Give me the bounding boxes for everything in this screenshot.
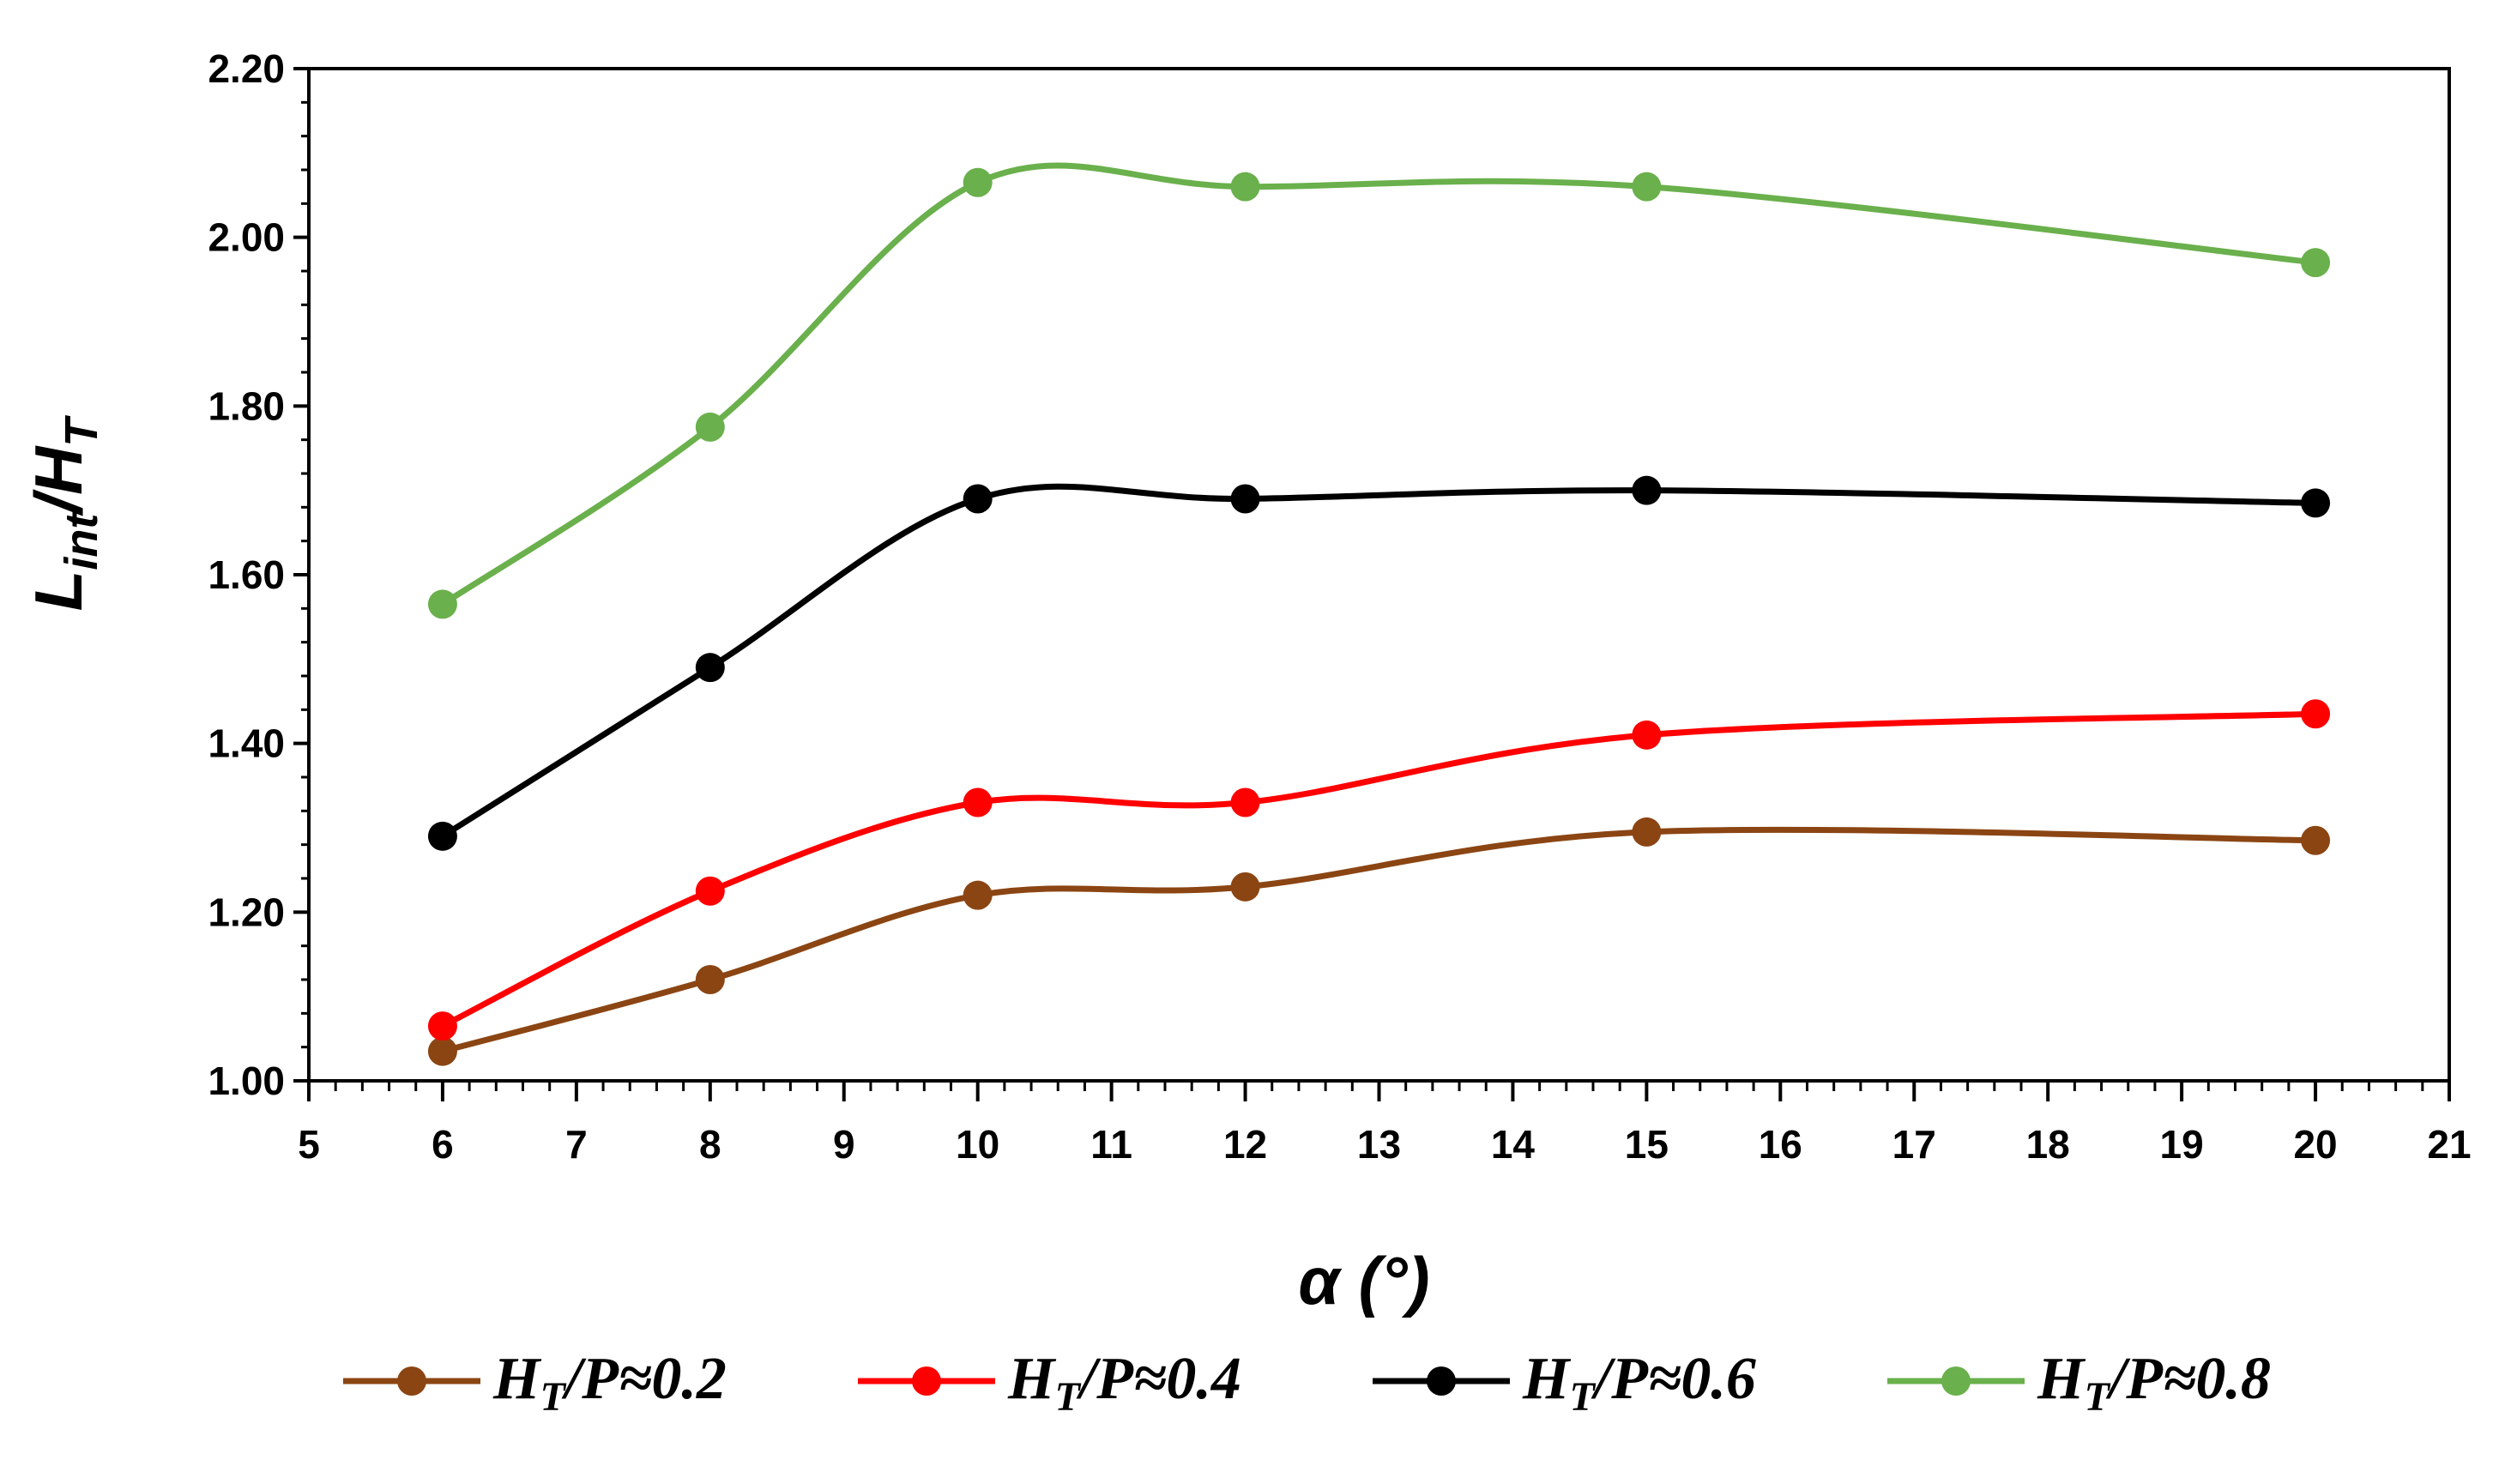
x-tick-label: 14 (1491, 1122, 1536, 1167)
data-point (427, 821, 457, 851)
y-tick-label: 1.20 (208, 890, 285, 934)
y-title-sub2: T (56, 415, 107, 447)
data-point (963, 880, 993, 910)
y-title-slash: /H (21, 445, 96, 516)
legend-marker (1427, 1366, 1456, 1396)
legend-item: HT/P≈0.6 (1373, 1346, 1756, 1420)
data-point (427, 589, 457, 619)
legend-marker (912, 1366, 941, 1396)
x-tick-label: 19 (2160, 1122, 2204, 1167)
y-axis: 1.00 1.20 1.40 1.60 1.80 2.00 2.20 (208, 46, 309, 1103)
y-title-sub1: int (56, 512, 107, 570)
legend-label: HT/P≈0.4 (1007, 1346, 1241, 1420)
data-point (1230, 787, 1260, 817)
data-point (427, 1036, 457, 1066)
y-tick-label: 1.00 (208, 1059, 285, 1103)
x-tick-label: 11 (1090, 1122, 1132, 1167)
x-tick-label: 15 (1625, 1122, 1669, 1167)
data-point (2301, 248, 2331, 278)
x-tick-label: 21 (2427, 1122, 2471, 1167)
data-point (695, 653, 725, 683)
x-tick-label: 12 (1223, 1122, 1267, 1167)
x-tick-label: 20 (2293, 1122, 2337, 1167)
series-line (441, 483, 2316, 839)
x-tick-label: 7 (565, 1122, 588, 1167)
data-point (2301, 488, 2331, 518)
legend-marker (397, 1366, 426, 1396)
y-axis-title: Lint/HT (21, 415, 107, 612)
data-point (963, 787, 993, 817)
series-HT/P≈0.8 (427, 162, 2331, 619)
legend-marker (1941, 1366, 1971, 1396)
svg-text:Lint/HT: Lint/HT (21, 415, 107, 612)
y-tick-label: 1.60 (208, 552, 285, 597)
y-tick-label: 2.20 (208, 46, 285, 91)
y-tick-label: 2.00 (208, 215, 285, 260)
data-point (2301, 699, 2331, 729)
x-tick-label: 18 (2026, 1122, 2070, 1167)
data-point (695, 876, 725, 906)
data-point (2301, 825, 2331, 855)
x-tick-label: 17 (1892, 1122, 1936, 1167)
series-HT/P≈0.6 (427, 475, 2331, 851)
data-point (427, 1011, 457, 1041)
data-point (1230, 872, 1260, 902)
data-point (1230, 172, 1260, 202)
data-point (963, 484, 993, 514)
legend-item: HT/P≈0.8 (1887, 1346, 2271, 1420)
x-axis: 5 6 7 8 9 10 11 12 13 14 15 16 17 18 19 20 21 (298, 1081, 2472, 1167)
legend-item: HT/P≈0.4 (858, 1346, 1241, 1420)
x-tick-label: 9 (833, 1122, 855, 1167)
series-layer (427, 162, 2331, 1066)
data-point (1230, 484, 1260, 514)
legend: HT/P≈0.2 HT/P≈0.4 HT/P≈0.6 HT/P≈0.8 (343, 1346, 2271, 1420)
legend-label: HT/P≈0.8 (2037, 1346, 2271, 1420)
series-HT/P≈0.4 (427, 699, 2331, 1041)
data-point (1632, 475, 1662, 505)
legend-label: HT/P≈0.6 (1522, 1346, 1756, 1420)
data-point (1632, 172, 1662, 202)
x-tick-label: 5 (298, 1122, 320, 1167)
y-title-main: L (21, 570, 96, 612)
x-axis-title: α (°) (1298, 1243, 1429, 1318)
data-point (1632, 720, 1662, 750)
x-tick-label: 13 (1357, 1122, 1401, 1167)
data-point (963, 167, 993, 197)
series-HT/P≈0.2 (427, 817, 2331, 1066)
data-point (695, 412, 725, 442)
data-point (1632, 817, 1662, 847)
x-tick-label: 6 (432, 1122, 454, 1167)
legend-label: HT/P≈0.2 (492, 1346, 727, 1420)
y-tick-label: 1.80 (208, 383, 285, 428)
legend-item: HT/P≈0.2 (343, 1346, 727, 1420)
y-tick-label: 1.40 (208, 721, 285, 766)
x-tick-label: 16 (1759, 1122, 1802, 1167)
x-tick-label: 8 (699, 1122, 721, 1167)
data-point (695, 965, 725, 994)
x-tick-label: 10 (956, 1122, 999, 1167)
